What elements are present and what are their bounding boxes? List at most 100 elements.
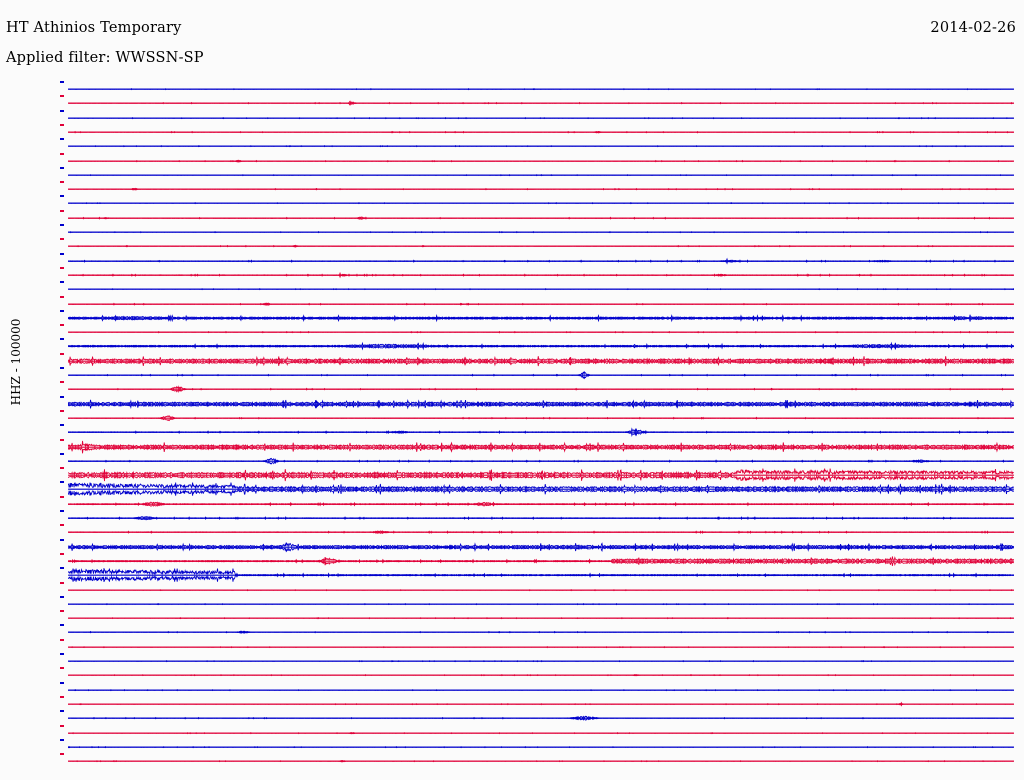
waveform-trace (68, 130, 1014, 134)
trace-row: 17:30 (60, 581, 1014, 597)
trace-row: 00:00 (60, 81, 1014, 96)
waveform-trace (68, 501, 1014, 507)
axis-tick-icon (60, 424, 64, 427)
waveform-trace (68, 271, 1014, 279)
trace-row: 19:00 (60, 624, 1014, 639)
trace-row: 03:00 (60, 166, 1014, 182)
trace-row: 18:30 (60, 610, 1014, 625)
waveform-trace (68, 385, 1014, 394)
waveform-trace (68, 457, 1014, 465)
axis-tick-icon (60, 695, 64, 698)
trace-row: 11:00 (60, 395, 1014, 411)
trace-row: 16:30 (60, 552, 1014, 568)
waveform-trace (68, 398, 1014, 409)
trace-row: 12:30 (60, 438, 1014, 454)
waveform-trace (68, 541, 1014, 552)
waveform-trace (68, 440, 1014, 453)
trace-row: 10:00 (60, 367, 1014, 382)
axis-tick-icon (60, 281, 64, 284)
axis-tick-icon (60, 166, 64, 169)
axis-tick-icon (60, 352, 64, 355)
waveform-trace (68, 100, 1014, 107)
trace-row: 09:30 (60, 352, 1014, 368)
trace-row: 14:30 (60, 495, 1014, 511)
waveform-trace (68, 630, 1014, 635)
waveform-trace (68, 257, 1014, 265)
axis-tick-icon (60, 152, 64, 155)
axis-tick-icon (60, 367, 64, 369)
trace-row: 16:00 (60, 538, 1014, 554)
axis-tick-icon (60, 95, 64, 98)
trace-row: 02:00 (60, 138, 1014, 153)
axis-tick-icon (60, 467, 64, 470)
axis-tick-icon (60, 667, 64, 670)
waveform-trace (68, 313, 1014, 323)
trace-row: 03:30 (60, 181, 1014, 196)
waveform-trace (68, 760, 1014, 763)
axis-tick-icon (60, 524, 64, 527)
waveform-trace (68, 301, 1014, 306)
axis-tick-icon (60, 753, 64, 756)
trace-row: 06:30 (60, 266, 1014, 282)
seismogram-plot: 00:0000:3001:0001:3002:0002:3003:0003:30… (60, 81, 1014, 770)
waveform-trace (68, 701, 1014, 707)
waveform-trace (68, 288, 1014, 291)
trace-row: 21:30 (60, 695, 1014, 711)
axis-tick-icon (60, 123, 64, 126)
waveform-trace (68, 516, 1014, 521)
trace-row: 09:00 (60, 338, 1014, 353)
trace-row: 15:00 (60, 510, 1014, 525)
waveform-trace (68, 414, 1014, 422)
axis-tick-icon (60, 324, 64, 327)
trace-row: 22:00 (60, 710, 1014, 725)
axis-tick-icon (60, 209, 64, 212)
axis-tick-icon (60, 252, 64, 255)
waveform-trace (68, 187, 1014, 191)
trace-row: 21:00 (60, 681, 1014, 697)
waveform-trace (68, 88, 1014, 91)
trace-row: 01:30 (60, 123, 1014, 139)
axis-tick-icon (60, 681, 64, 684)
waveform-trace (68, 617, 1014, 620)
trace-row: 07:00 (60, 281, 1014, 296)
axis-tick-icon (60, 409, 64, 412)
waveform-trace (68, 173, 1014, 177)
trace-row: 04:00 (60, 195, 1014, 210)
trace-row: 23:00 (60, 738, 1014, 754)
waveform-trace (68, 427, 1014, 438)
trace-row: 22:30 (60, 724, 1014, 740)
waveform-trace (68, 645, 1014, 648)
waveform-trace (68, 355, 1014, 367)
axis-tick-icon (60, 624, 64, 627)
waveform-trace (68, 202, 1014, 205)
waveform-trace (68, 342, 1014, 352)
trace-row: 08:30 (60, 324, 1014, 339)
trace-row: 11:30 (60, 409, 1014, 425)
waveform-trace (68, 715, 1014, 721)
trace-row: 20:30 (60, 667, 1014, 682)
record-date: 2014-02-26 (930, 20, 1016, 36)
axis-tick-icon (60, 724, 64, 727)
axis-tick-icon (60, 495, 64, 498)
axis-tick-icon (60, 653, 64, 655)
waveform-trace (68, 568, 1014, 583)
waveform-trace (68, 556, 1014, 567)
waveform-trace (68, 159, 1014, 163)
axis-tick-icon (60, 581, 64, 584)
waveform-trace (68, 330, 1014, 334)
axis-tick-icon (60, 109, 64, 112)
axis-tick-icon (60, 638, 64, 641)
axis-tick-icon (60, 710, 64, 713)
waveform-trace (68, 674, 1014, 677)
trace-row: 06:00 (60, 252, 1014, 268)
trace-row: 02:30 (60, 152, 1014, 168)
trace-row: 23:30 (60, 753, 1014, 768)
axis-tick-icon (60, 738, 64, 741)
axis-tick-icon (60, 266, 64, 269)
waveform-trace (68, 745, 1014, 749)
trace-row: 05:00 (60, 224, 1014, 239)
trace-row: 00:30 (60, 95, 1014, 110)
axis-tick-icon (60, 309, 64, 312)
waveform-trace (68, 245, 1014, 248)
